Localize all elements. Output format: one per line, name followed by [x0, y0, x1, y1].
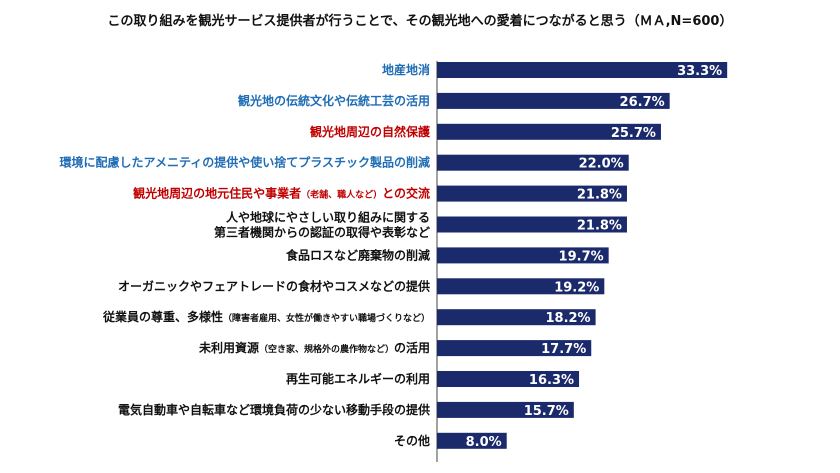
category-label: 観光地周辺の自然保護 — [310, 124, 431, 139]
data-label: 19.2% — [554, 280, 599, 295]
category-label: 再生可能エネルギーの利用 — [286, 371, 430, 386]
data-label: 21.8% — [577, 219, 622, 234]
bar — [437, 123, 661, 140]
data-label: 19.7% — [559, 249, 604, 264]
data-label: 18.2% — [545, 311, 590, 326]
data-label: 33.3% — [677, 64, 722, 79]
data-label: 25.7% — [611, 126, 656, 141]
chart-title: この取り組みを観光サービス提供者が行うことで、その観光地への愛着につながると思う… — [107, 14, 733, 29]
category-label: 観光地周辺の地元住民や事業者（老舗、職人など）との交流 — [133, 186, 430, 201]
bar — [437, 278, 605, 295]
category-label: 環境に配慮したアメニティの提供や使い捨てプラスチック製品の削減 — [60, 155, 430, 170]
bar — [437, 216, 627, 233]
bar — [437, 185, 627, 202]
data-label: 16.3% — [529, 373, 574, 388]
data-label: 17.7% — [541, 342, 586, 357]
category-label: 従業員の尊重、多様性（障害者雇用、女性が働きやすい職場づくりなど） — [102, 309, 430, 324]
data-label: 21.8% — [577, 188, 622, 203]
category-label: 地産地消 — [382, 62, 430, 77]
category-label-line2: 第三者機関からの認証の取得や表彰など — [214, 225, 430, 240]
bar — [437, 401, 574, 418]
category-label: 人や地球にやさしい取り組みに関する — [226, 210, 430, 225]
category-label: 食品ロスなど廃棄物の削減 — [285, 247, 430, 262]
category-label: 電気自動車や自転車など環境負荷の少ない移動手段の提供 — [118, 402, 430, 417]
category-label: その他 — [394, 433, 430, 448]
bar — [437, 309, 596, 326]
category-label: オーガニックやフェアトレードの食材やコスメなどの提供 — [118, 278, 430, 293]
data-label: 15.7% — [524, 404, 569, 419]
category-label: 未利用資源（空き家、規格外の農作物など）の活用 — [198, 340, 430, 355]
category-label: 観光地の伝統文化や伝統工芸の活用 — [238, 93, 430, 108]
bar — [437, 62, 728, 78]
data-label: 22.0% — [579, 157, 624, 172]
bar — [437, 247, 609, 264]
bar — [437, 432, 507, 449]
data-label: 26.7% — [620, 95, 665, 110]
bar — [437, 154, 629, 171]
bar — [437, 340, 592, 357]
bar — [437, 92, 670, 109]
bar — [437, 371, 580, 387]
data-label: 8.0% — [466, 435, 502, 450]
